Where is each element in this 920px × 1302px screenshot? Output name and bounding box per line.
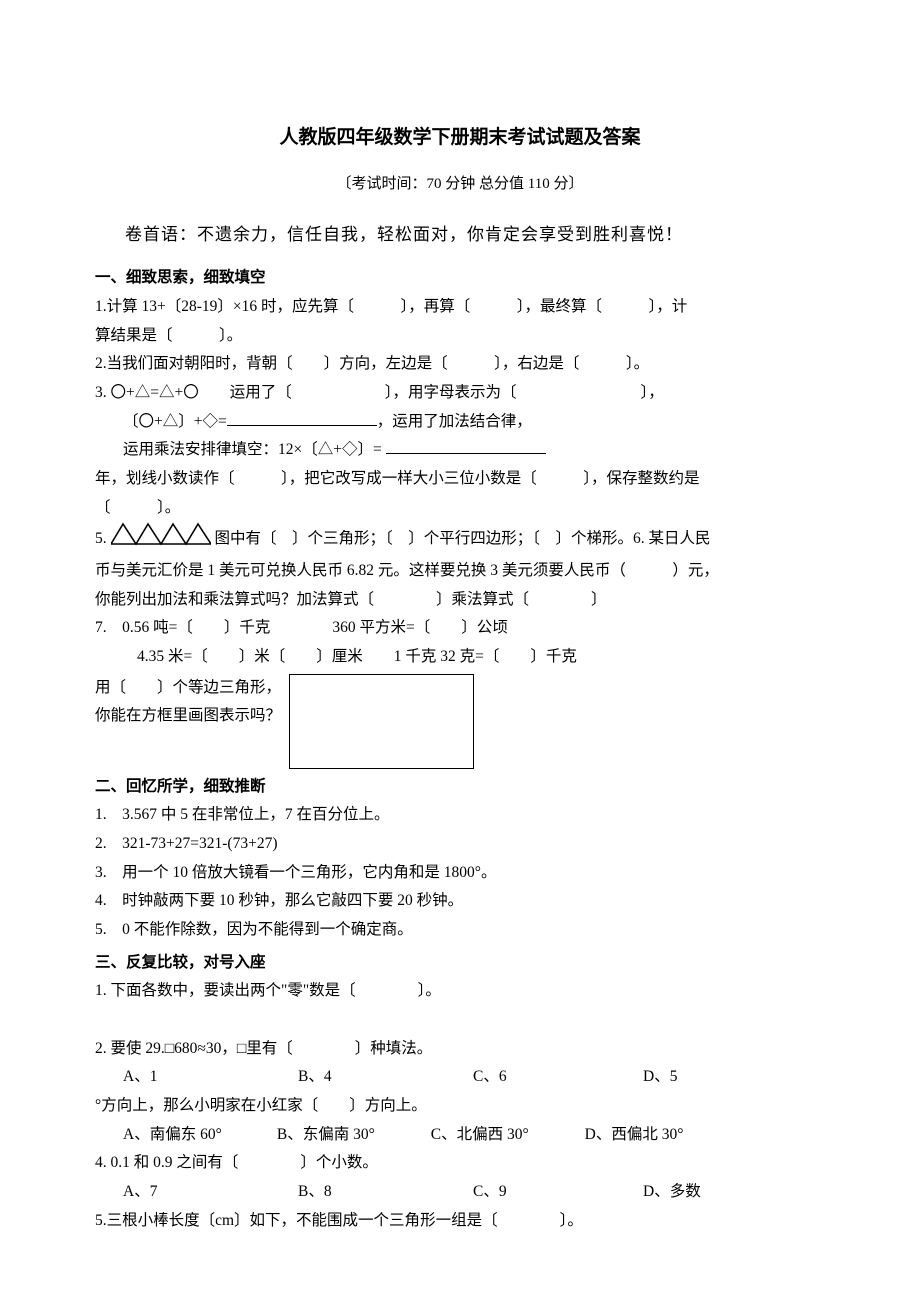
blank-line [95, 1006, 825, 1035]
option-a: A、南偏东 60° [123, 1121, 273, 1150]
s3-q4: 4. 0.1 和 0.9 之间有〔 〕个小数。 [95, 1149, 825, 1178]
drawing-box [289, 674, 474, 769]
option-c: C、北偏西 30° [431, 1121, 581, 1150]
s1-q7-line2: 4.35 米=〔 〕米〔 〕厘米 1 千克 32 克=〔 〕千克 [95, 643, 825, 672]
s1-q3b-tail: ，运用了加法结合律， [377, 413, 532, 430]
s2-q5: 5. 0 不能作除数，因为不能得到一个确定商。 [95, 916, 825, 945]
s1-q3-line1: 3. 〇+△=△+〇 运用了〔 〕，用字母表示为〔 〕， [95, 379, 825, 408]
s3-q3-options: A、南偏东 60° B、东偏南 30° C、北偏西 30° D、西偏北 30° [95, 1121, 825, 1150]
s2-q1: 1. 3.567 中 5 在非常位上，7 在百分位上。 [95, 801, 825, 830]
s1-q2: 2.当我们面对朝阳时，背朝〔 〕方向，左边是〔 〕，右边是〔 〕。 [95, 350, 825, 379]
s1-q5-prefix: 5. [95, 530, 111, 547]
option-c: C、9 [473, 1178, 643, 1207]
s1-q8-line2: 你能在方框里画图表示吗？ [95, 702, 281, 731]
s1-q3c-text: 运用乘法安排律填空：12×〔△+◇〕= [123, 441, 386, 458]
s3-q4-options: A、7 B、8 C、9 D、多数 [95, 1178, 825, 1207]
option-d: D、西偏北 30° [585, 1121, 684, 1150]
s3-q2-options: A、1 B、4 C、6 D、5 [95, 1063, 825, 1092]
s1-q6-line2: 你能列出加法和乘法算式吗？加法算式〔 〕乘法算式〔 〕 [95, 586, 825, 615]
s1-q3-line3: 运用乘法安排律填空：12×〔△+◇〕= [95, 436, 825, 465]
section-3-head: 三、反复比较，对号入座 [95, 949, 825, 978]
s3-q1: 1. 下面各数中，要读出两个"零"数是〔 〕。 [95, 977, 825, 1006]
s1-q6-line1: 币与美元汇价是 1 美元可兑换人民币 6.82 元。这样要兑换 3 美元须要人民… [95, 557, 825, 586]
s3-q3: °方向上，那么小明家在小红家〔 〕方向上。 [95, 1092, 825, 1121]
option-b: B、8 [298, 1178, 473, 1207]
s1-q1-line2: 算结果是〔 〕。 [95, 322, 825, 351]
s1-q4-line2: 〔 〕。 [95, 494, 825, 523]
option-a: A、1 [123, 1063, 298, 1092]
page-title: 人教版四年级数学下册期末考试试题及答案 [95, 120, 825, 155]
s1-q4-line1: 年，划线小数读作〔 〕，把它改写成一样大小三位小数是〔 〕，保存整数约是 [95, 465, 825, 494]
s1-q5-text: 图中有〔 〕个三角形；〔 〕个平行四边形；〔 〕个梯形。6. 某日人民 [215, 530, 711, 547]
s2-q2: 2. 321-73+27=321-(73+27) [95, 830, 825, 859]
exam-meta: 〔考试时间：70 分钟 总分值 110 分〕 [95, 171, 825, 199]
blank-underline [227, 409, 377, 426]
option-a: A、7 [123, 1178, 298, 1207]
s1-q1-line1: 1.计算 13+〔28-19〕×16 时，应先算〔 〕，再算〔 〕，最终算〔 〕… [95, 293, 825, 322]
triangles-icon [111, 522, 211, 557]
blank-underline [386, 437, 546, 454]
s1-q3-line2: 〔〇+△〕+◇= ，运用了加法结合律， [95, 408, 825, 437]
option-c: C、6 [473, 1063, 643, 1092]
option-d: D、5 [643, 1063, 677, 1092]
s3-q2: 2. 要使 29.□680≈30，□里有〔 〕种填法。 [95, 1035, 825, 1064]
s2-q3: 3. 用一个 10 倍放大镜看一个三角形，它内角和是 1800°。 [95, 859, 825, 888]
s1-q3b-text: 〔〇+△〕+◇= [123, 413, 227, 430]
s1-q5-line: 5. 图中有〔 〕个三角形；〔 〕个平行四边形；〔 〕个梯形。6. 某日人民 [95, 522, 825, 557]
section-2-head: 二、回忆所学，细致推断 [95, 773, 825, 802]
s3-q5: 5.三根小棒长度〔cm〕如下，不能围成一个三角形一组是〔 〕。 [95, 1207, 825, 1236]
option-b: B、东偏南 30° [277, 1121, 427, 1150]
s1-q8-line1: 用〔 〕个等边三角形， [95, 674, 281, 703]
s1-q7-line1: 7. 0.56 吨=〔 〕千克 360 平方米=〔 〕公顷 [95, 614, 825, 643]
s1-q8-row: 用〔 〕个等边三角形， 你能在方框里画图表示吗？ [95, 674, 825, 769]
option-b: B、4 [298, 1063, 473, 1092]
section-1-head: 一、细致思索，细致填空 [95, 264, 825, 293]
s2-q4: 4. 时钟敲两下要 10 秒钟，那么它敲四下要 20 秒钟。 [95, 887, 825, 916]
preface: 卷首语：不遗余力，信任自我，轻松面对，你肯定会享受到胜利喜悦！ [95, 219, 825, 250]
option-d: D、多数 [643, 1178, 701, 1207]
